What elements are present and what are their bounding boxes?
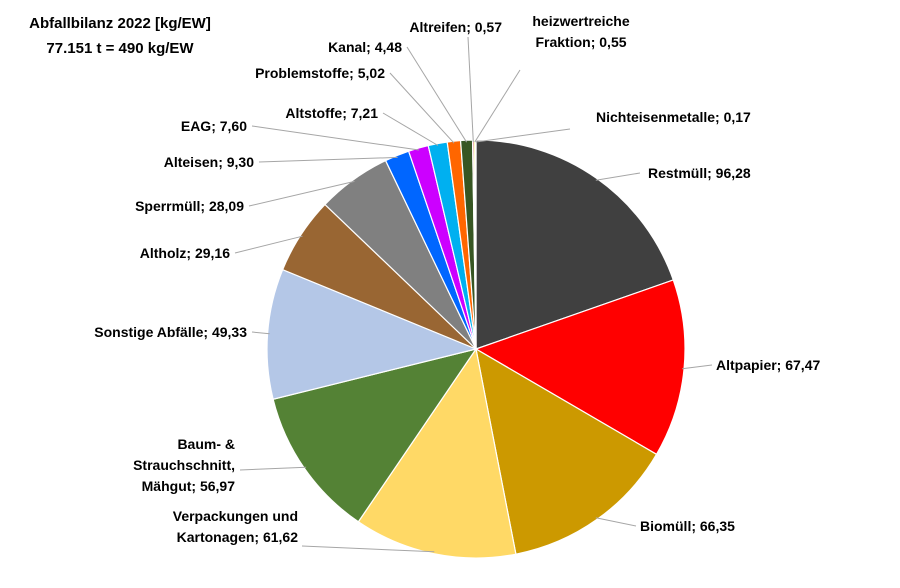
leader-line-baum-strauchschnitt-maehgut (239, 466, 307, 471)
leader-line-heizwertreiche-fraktion (474, 69, 521, 143)
leader-line-altreifen (467, 36, 474, 143)
leader-line-sonstige-abfaelle (251, 331, 270, 335)
leader-line-alteisen (258, 156, 398, 163)
leader-line-eag (251, 125, 419, 151)
leader-line-sperrmuell (248, 180, 355, 207)
leader-line-altpapier (682, 364, 713, 370)
slice-label-alteisen: Alteisen; 9,30 (164, 154, 254, 170)
leader-line-kanal (406, 46, 468, 143)
slice-label-sonstige-abfaelle: Sonstige Abfälle; 49,33 (94, 324, 247, 340)
pie-slice-verpackungen-und-kartonagen (357, 347, 517, 559)
slice-label-altreifen: Altreifen; 0,57 (409, 19, 502, 35)
leader-line-altholz (234, 235, 303, 254)
slice-label-verpackungen-und-kartonagen: Verpackungen und Kartonagen; 61,62 (173, 508, 298, 545)
slice-label-heizwertreiche-fraktion: heizwertreiche Fraktion; 0,55 (532, 13, 629, 50)
leader-line-biomuell (595, 517, 637, 527)
leader-line-problemstoffe (389, 72, 455, 144)
pie-slice-biomuell (475, 347, 658, 555)
leader-lines (234, 36, 713, 553)
pie-slices (266, 139, 686, 559)
slice-label-altpapier: Altpapier; 67,47 (716, 357, 820, 373)
slice-label-eag: EAG; 7,60 (181, 118, 247, 134)
slice-labels: Restmüll; 96,28 Altpapier; 67,47 Biomüll; … (94, 13, 820, 545)
leader-line-restmuell (595, 172, 641, 181)
slice-label-baum-strauchschnitt-maehgut: Baum- & Strauchschnitt, Mähgut; 56,97 (133, 436, 235, 494)
chart-title: Abfallbilanz 2022 [kg/EW] (29, 15, 211, 32)
slice-label-biomuell: Biomüll; 66,35 (640, 518, 735, 534)
slice-label-altholz: Altholz; 29,16 (140, 245, 230, 261)
slice-label-sperrmuell: Sperrmüll; 28,09 (135, 198, 244, 214)
pie-slice-baum-strauchschnitt-maehgut (272, 348, 478, 523)
slice-label-altstoffe: Altstoffe; 7,21 (285, 105, 378, 121)
slice-label-kanal: Kanal; 4,48 (328, 39, 402, 55)
leader-line-nichteisenmetalle (475, 128, 571, 143)
slice-label-restmuell: Restmüll; 96,28 (648, 165, 751, 181)
leader-line-verpackungen-und-kartonagen (301, 545, 435, 553)
slice-label-nichteisenmetalle: Nichteisenmetalle; 0,17 (596, 109, 751, 125)
slice-label-problemstoffe: Problemstoffe; 5,02 (255, 65, 385, 81)
chart-subtitle: 77.151 t = 490 kg/EW (46, 40, 194, 57)
leader-line-altstoffe (382, 112, 439, 146)
